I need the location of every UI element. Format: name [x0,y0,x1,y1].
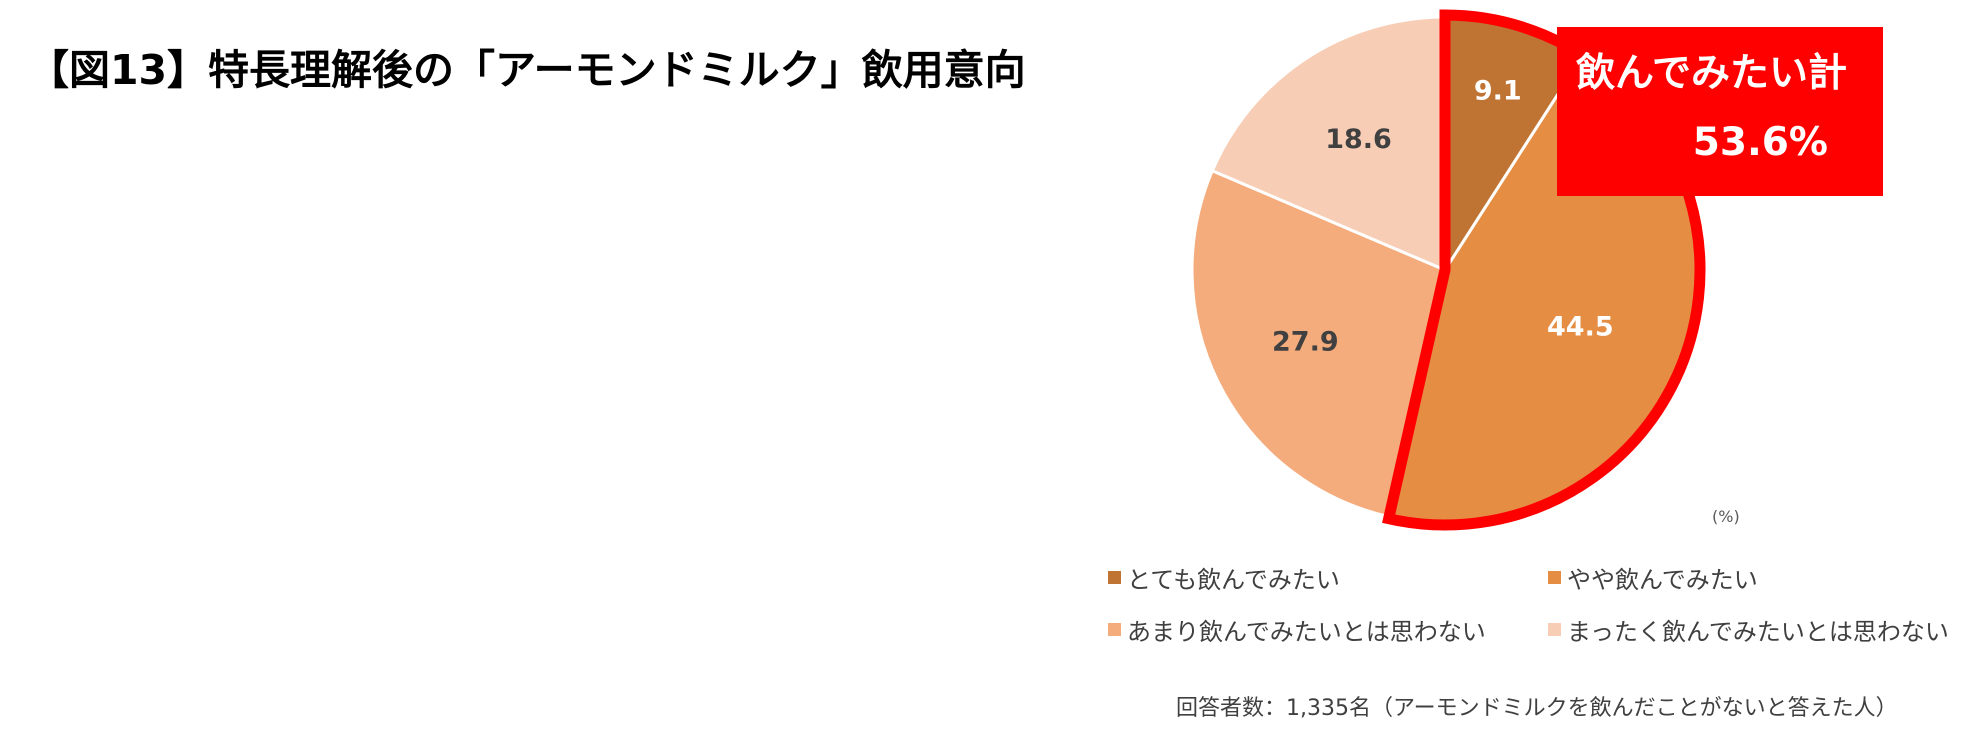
legend-item: あまり飲んでみたいとは思わない [1108,612,1486,647]
legend-label: あまり飲んでみたいとは思わない [1127,618,1486,646]
legend-item: とても飲んでみたい [1108,560,1340,595]
highlight-callout-title: 飲んでみたい計 [1576,51,1847,96]
legend-item: やや飲んでみたい [1548,560,1758,595]
legend-label: とても飲んでみたい [1127,566,1340,594]
page-title: 【図13】特長理解後の「アーモンドミルク」飲用意向 [28,46,1026,94]
pie-slice-label: 44.5 [1547,312,1614,343]
pie-slice-label: 18.6 [1325,124,1392,155]
legend-swatch [1108,571,1121,584]
pie-slice-label: 27.9 [1272,326,1339,357]
unit-label: (%) [1712,507,1740,526]
legend-label: まったく飲んでみたいとは思わない [1567,618,1949,646]
legend-swatch [1548,623,1561,636]
legend-swatch [1108,623,1121,636]
highlight-callout-box [1557,27,1883,196]
pie-slice [1210,15,1447,273]
pie-slice-label: 9.1 [1474,75,1522,106]
legend-item: まったく飲んでみたいとは思わない [1548,612,1949,647]
highlight-callout-value: 53.6% [1693,120,1828,165]
pie-slice [1190,168,1447,519]
legend-swatch [1548,571,1561,584]
footnote: 回答者数：1,335名（アーモンドミルクを飲んだことがないと答えた人） [1176,696,1898,721]
pie-slice-labels: 9.1 44.5 27.9 18.6 [1272,75,1614,357]
legend-label: やや飲んでみたい [1567,566,1758,594]
